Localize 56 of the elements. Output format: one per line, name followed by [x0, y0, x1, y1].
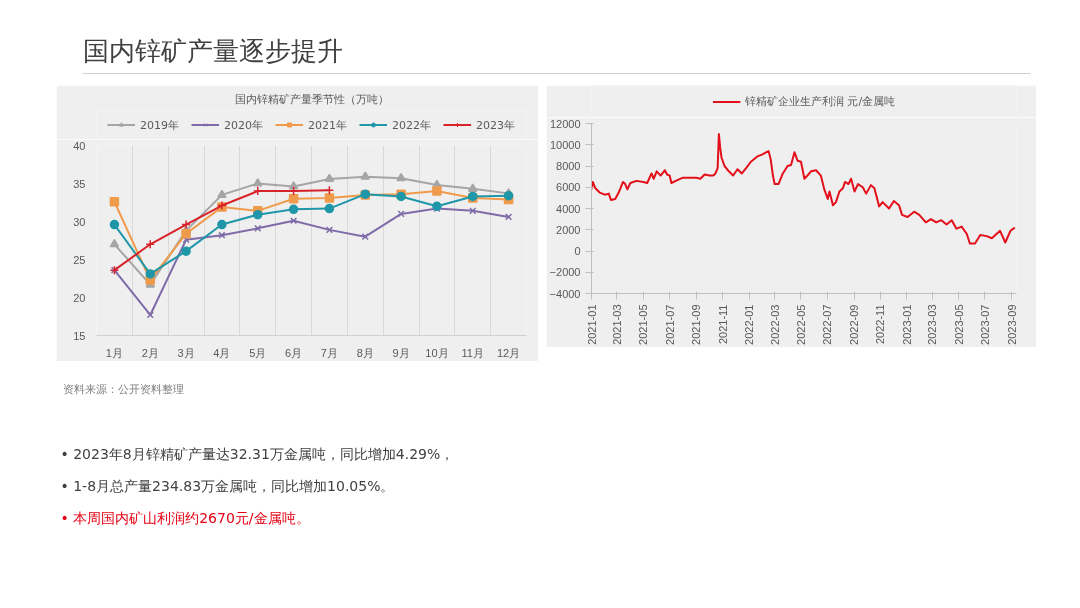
y-tick-label: 8000 — [556, 160, 581, 172]
text: 国内锌矿产量逐步提升 — [82, 35, 343, 66]
y-tick-label: 15 — [73, 329, 86, 342]
chart-title: 国内锌精矿产量季节性（万吨） — [234, 92, 389, 106]
legend-label: 2023年 — [476, 117, 515, 132]
y-tick-label: 0 — [574, 245, 581, 257]
y-tick-label: 35 — [73, 177, 86, 190]
y-tick-label: −4000 — [549, 287, 581, 300]
x-tick-label: 2021-11 — [716, 304, 729, 345]
x-tick-label: 9月 — [392, 346, 410, 359]
legend-label: 2019年 — [140, 117, 179, 132]
x-tick-label: 2022-03 — [768, 304, 781, 345]
x-tick-label: 2月 — [141, 346, 159, 359]
x-tick-label: 3月 — [177, 346, 195, 359]
legend-label: 2020年 — [224, 117, 263, 132]
x-tick-label: 10月 — [425, 346, 449, 359]
x-tick-label: 2023-03 — [926, 304, 939, 345]
y-tick-label: 12000 — [549, 117, 581, 130]
legend-label: 锌精矿企业生产利润 元/金属吨 — [744, 93, 896, 109]
x-tick-label: 2021-09 — [690, 304, 703, 345]
text: 资料来源：公开资料整理 — [62, 383, 184, 396]
x-tick-label: 2022-01 — [743, 304, 756, 345]
y-tick-label: 25 — [73, 253, 86, 266]
y-tick-label: 10000 — [549, 138, 581, 151]
x-tick-label: 7月 — [320, 346, 338, 359]
x-tick-label: 2022-05 — [794, 304, 807, 345]
x-tick-label: 11月 — [461, 346, 484, 359]
y-tick-label: −2000 — [549, 266, 581, 279]
x-tick-label: 2022-09 — [848, 304, 861, 345]
x-tick-label: 2022-07 — [821, 304, 834, 345]
text: • 2023年8月锌精矿产量达32.31万金属吨，同比增加4.29%， — [60, 445, 455, 462]
x-tick-label: 2023-01 — [900, 304, 913, 345]
x-tick-label: 6月 — [285, 346, 303, 359]
y-tick-label: 30 — [73, 215, 86, 228]
x-tick-label: 2021-01 — [585, 304, 598, 345]
x-tick-label: 2023-09 — [1005, 304, 1018, 345]
x-tick-label: 12月 — [496, 346, 521, 359]
x-tick-label: 2022-11 — [874, 304, 887, 345]
legend-label: 2022年 — [392, 117, 431, 132]
text: • 1-8月总产量234.83万金属吨，同比增加10.05%。 — [60, 477, 395, 494]
x-tick-label: 8月 — [356, 346, 374, 359]
x-tick-label: 2021-03 — [610, 304, 623, 345]
x-tick-label: 2023-07 — [978, 304, 991, 345]
x-tick-label: 2021-07 — [663, 304, 676, 345]
y-tick-label: 20 — [73, 291, 86, 304]
text: • 本周国内矿山利润约2670元/金属吨。 — [60, 509, 310, 526]
y-tick-label: 2000 — [556, 223, 581, 236]
legend-label: 2021年 — [308, 117, 347, 132]
x-tick-label: 2021-05 — [637, 304, 650, 345]
y-tick-label: 40 — [73, 139, 86, 152]
y-tick-label: 4000 — [556, 202, 581, 215]
x-tick-label: 2023-05 — [952, 304, 965, 345]
x-tick-label: 1月 — [105, 346, 123, 359]
x-tick-label: 5月 — [249, 346, 267, 359]
y-tick-label: 6000 — [556, 181, 581, 194]
x-tick-label: 4月 — [213, 346, 231, 359]
